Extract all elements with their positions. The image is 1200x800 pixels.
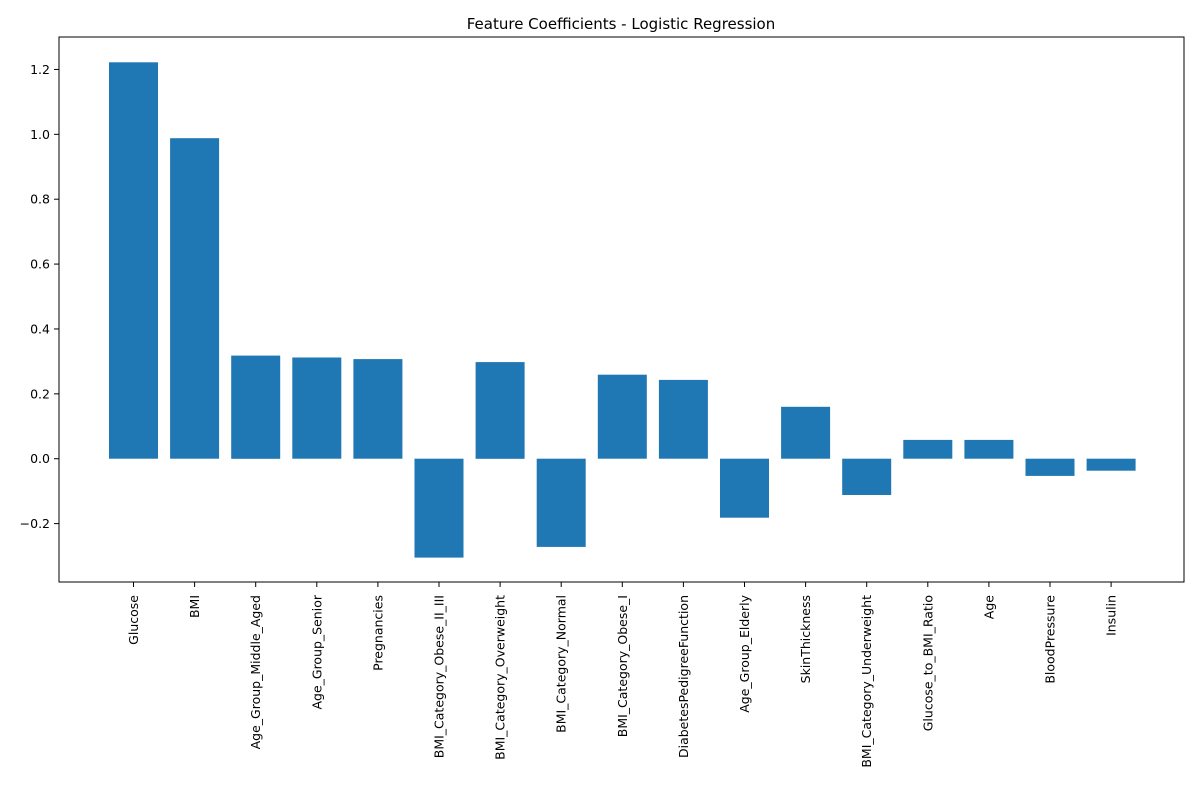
bar-glucose (109, 62, 158, 459)
y-tick-label: 0.6 (30, 257, 50, 272)
bar-bmi-category-obese-ii-iii (414, 458, 464, 558)
y-tick-label: 0.0 (30, 451, 50, 466)
x-tick-label: Glucose (126, 595, 141, 645)
bar-diabetespedigreefunction (658, 379, 708, 459)
bar-age (964, 439, 1014, 459)
bar-bmi-category-overweight (475, 362, 525, 459)
x-tick-label: Insulin (1104, 595, 1119, 636)
bar-bloodpressure (1025, 458, 1075, 476)
x-tick-label: BMI_Category_Obese_II_III (432, 595, 447, 758)
x-tick-label: BMI_Category_Overweight (493, 595, 508, 760)
x-tick-label: BMI_Category_Normal (554, 595, 569, 733)
bar-age-group-elderly (720, 458, 769, 518)
x-tick-label: Age_Group_Senior (309, 594, 324, 709)
x-axis: Glucose BMI Age_Group_Middle_Aged Age_Group… (126, 582, 1119, 768)
x-tick-label: Glucose_to_BMI_Ratio (920, 595, 935, 731)
y-tick-label: 1.2 (30, 62, 50, 77)
bar-age-group-senior (292, 357, 342, 459)
bar-bmi (170, 138, 220, 459)
chart-title: Feature Coefficients - Logistic Regressi… (467, 15, 776, 33)
bar-age-group-middle-aged (231, 355, 281, 459)
x-tick-label: Pregnancies (370, 595, 385, 671)
plot-area (109, 62, 1136, 558)
y-tick-label: 0.2 (30, 386, 50, 401)
y-axis: −0.2 0.0 0.2 0.4 0.6 0.8 1.0 1.2 (20, 62, 59, 531)
bar-bmi-category-underweight (842, 458, 892, 495)
x-tick-label: SkinThickness (798, 595, 813, 683)
x-tick-label: BMI (187, 595, 202, 618)
x-tick-label: DiabetesPedigreeFunction (676, 595, 691, 758)
x-tick-label: Age (981, 595, 996, 619)
bar-skinthickness (781, 406, 831, 459)
y-tick-label: 0.4 (30, 321, 50, 336)
bar-glucose-to-bmi-ratio (903, 439, 953, 459)
y-tick-label: −0.2 (20, 516, 50, 531)
x-tick-label: BMI_Category_Obese_I (615, 595, 630, 737)
y-tick-label: 0.8 (30, 192, 50, 207)
x-tick-label: Age_Group_Middle_Aged (248, 595, 263, 749)
bar-insulin (1086, 458, 1136, 471)
x-tick-label: Age_Group_Elderly (737, 594, 752, 712)
plot-frame (58, 36, 1185, 583)
y-tick-label: 1.0 (30, 127, 50, 142)
x-tick-label: BMI_Category_Underweight (859, 595, 874, 768)
bar-pregnancies (353, 359, 403, 459)
x-tick-label: BloodPressure (1043, 595, 1058, 684)
bar-bmi-category-obese-i (597, 374, 647, 459)
bar-bmi-category-normal (536, 458, 586, 547)
